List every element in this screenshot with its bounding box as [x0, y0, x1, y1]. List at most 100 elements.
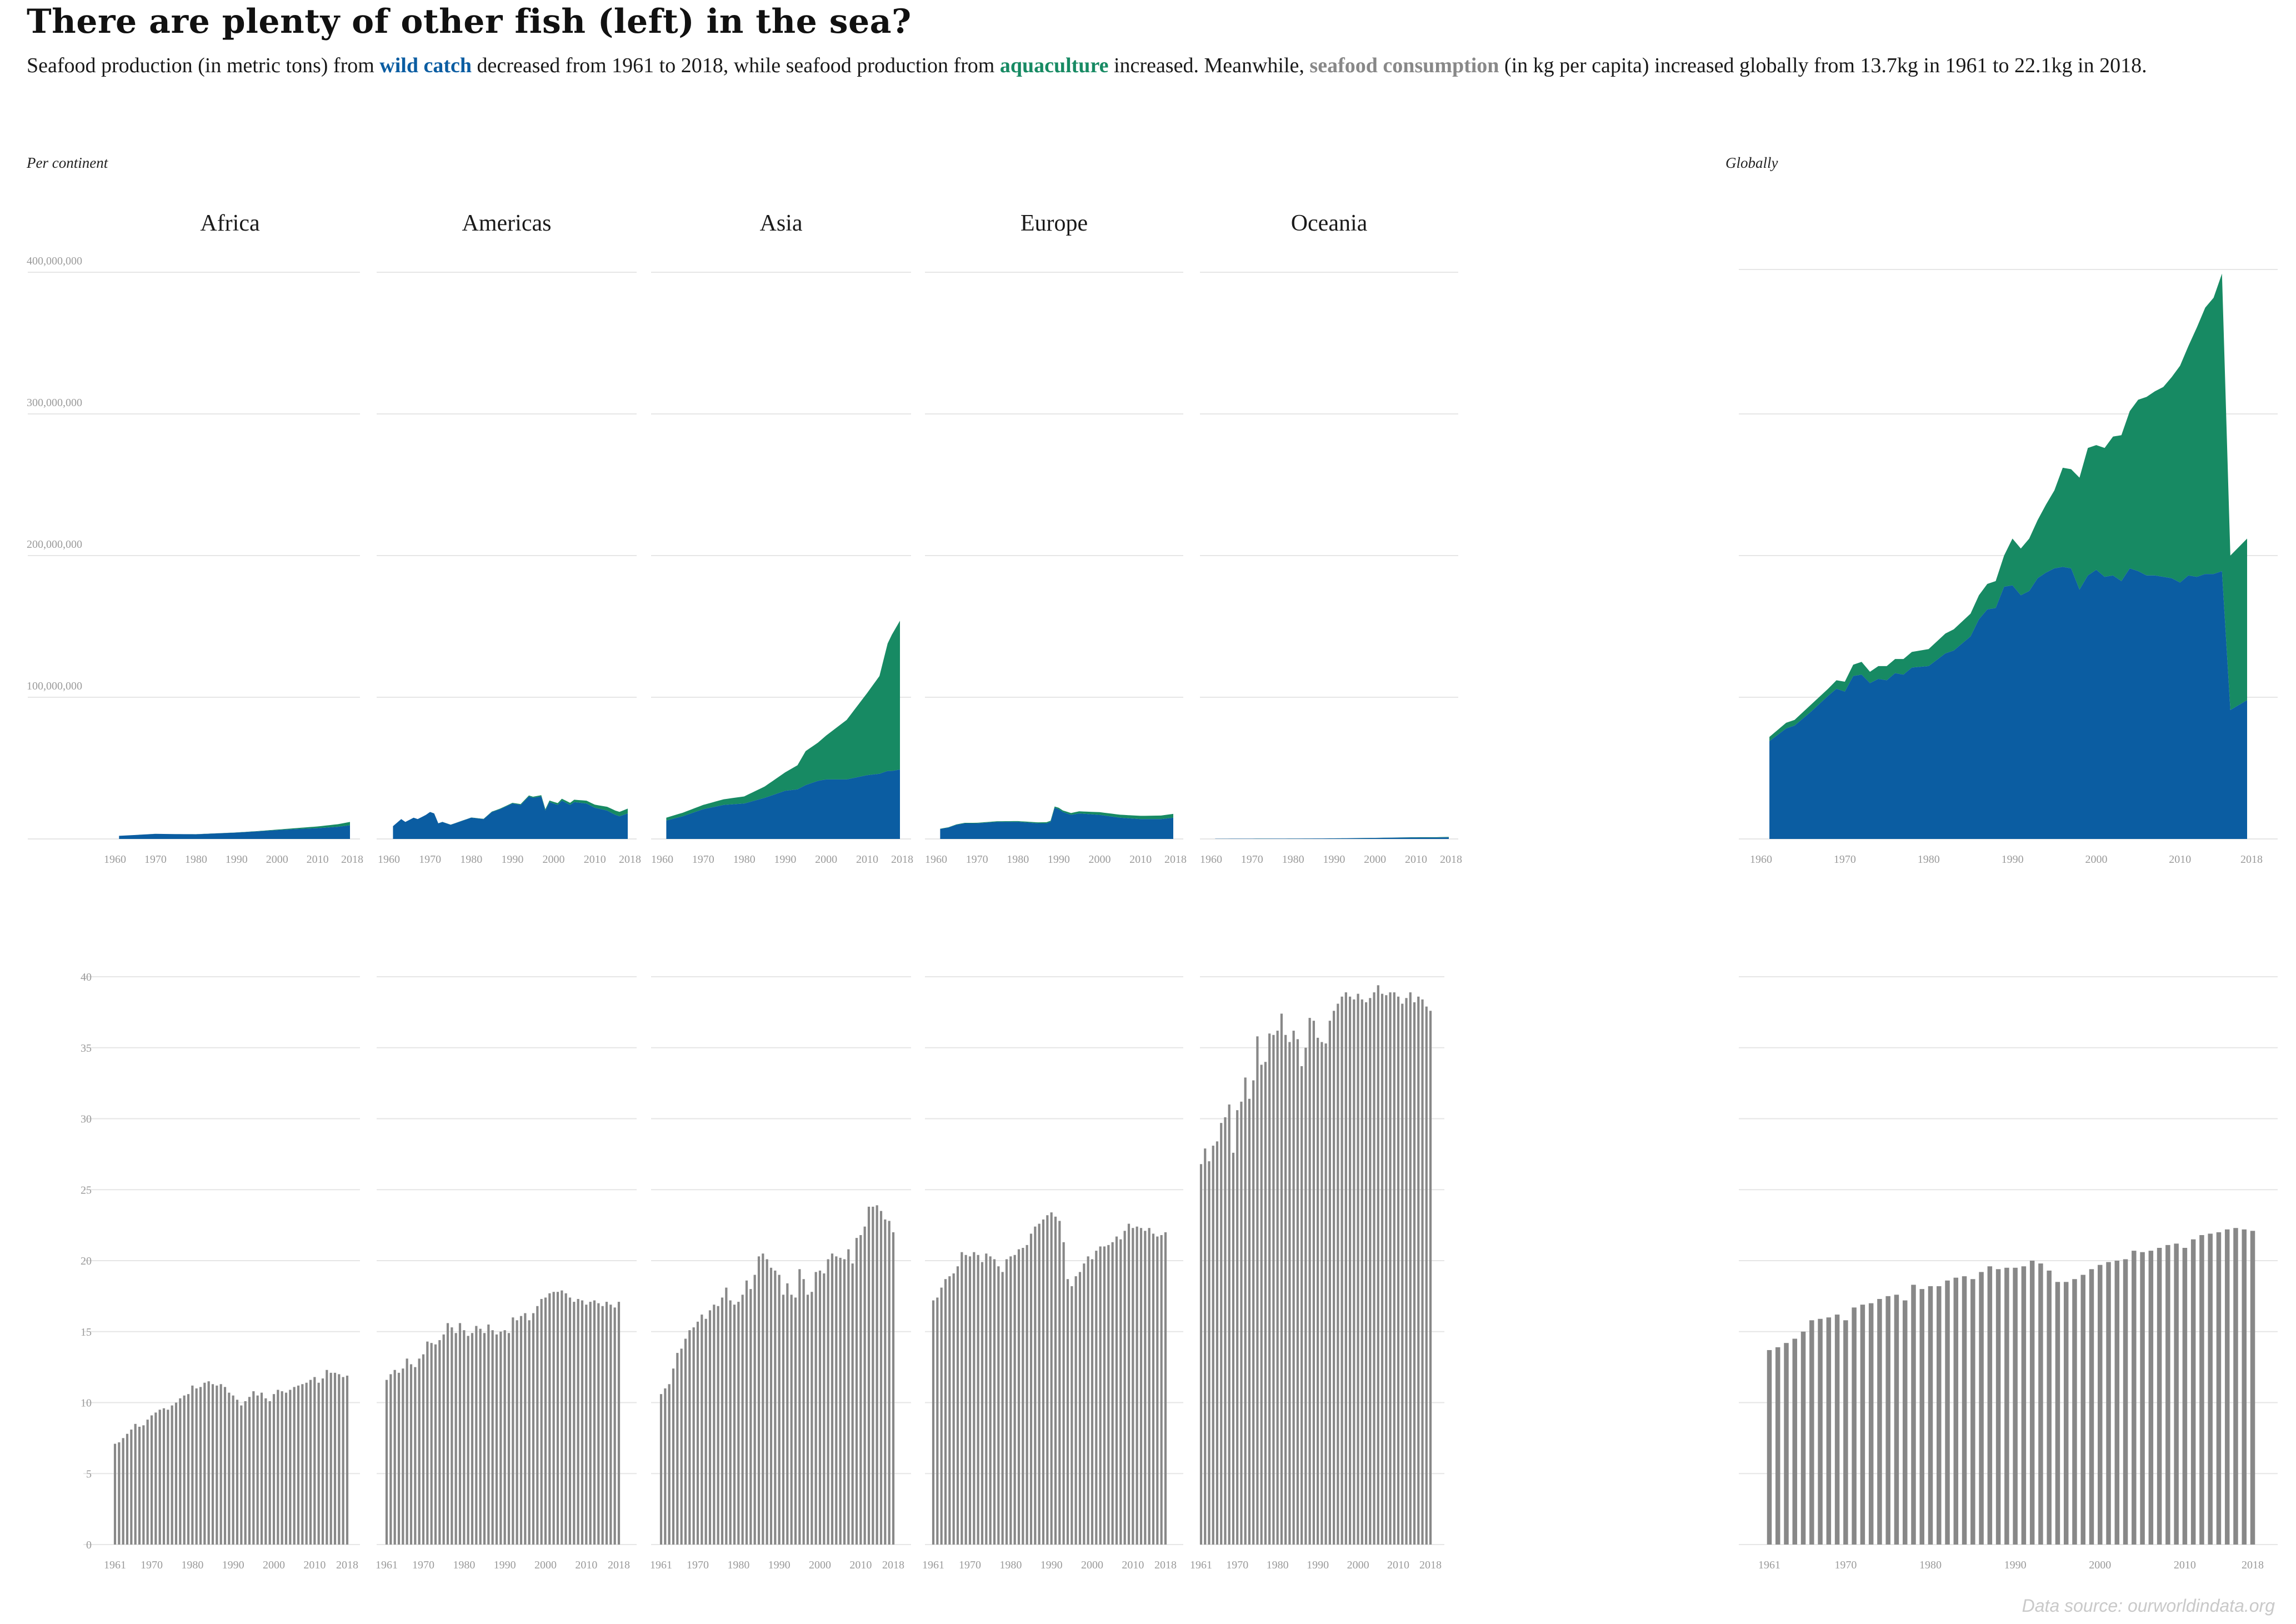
consumption-oceania-bar [1208, 1161, 1210, 1545]
consumption-oceania-bar [1300, 1066, 1303, 1545]
consumption-europe-bar [1058, 1221, 1061, 1545]
consumption-europe-bar [1160, 1235, 1163, 1545]
consumption-europe-bar [1042, 1219, 1045, 1545]
x-tick-label: 2010 [584, 853, 606, 866]
consumption-global-bar [1937, 1286, 1942, 1545]
x-tick-label: 1990 [1048, 853, 1070, 866]
consumption-europe-bar [1071, 1286, 1073, 1545]
consumption-global-bar [2208, 1233, 2213, 1545]
consumption-oceania-bar [1256, 1036, 1259, 1545]
consumption-americas-bar [601, 1306, 604, 1545]
consumption-global-bar [1784, 1343, 1789, 1545]
consumption-americas-bar [519, 1316, 523, 1545]
consumption-global-bar [2098, 1265, 2103, 1545]
consumption-americas-bar [540, 1298, 543, 1545]
consumption-oceania-bar [1421, 999, 1424, 1545]
consumption-africa-bar [333, 1372, 337, 1545]
consumption-europe-bar [1078, 1272, 1082, 1545]
consumption-global-bar [1987, 1266, 1993, 1545]
y-tick-label: 15 [81, 1326, 92, 1338]
consumption-global-bar [2233, 1228, 2238, 1545]
consumption-africa-bar [183, 1395, 186, 1545]
x-tick-label: 1961 [1758, 1559, 1780, 1571]
per-continent-label: Per continent [27, 154, 108, 171]
consumption-oceania-bar [1405, 998, 1408, 1545]
x-tick-label: 2018 [891, 853, 913, 866]
consumption-asia-bar [676, 1353, 679, 1545]
consumption-americas-bar [503, 1330, 506, 1545]
y-tick-label: 200,000,000 [27, 538, 82, 551]
consumption-africa-bar [142, 1425, 145, 1545]
x-tick-label: 1961 [376, 1559, 398, 1571]
consumption-americas-bar [418, 1358, 421, 1545]
consumption-global-bar [2021, 1266, 2027, 1545]
x-tick-label: 1990 [768, 1559, 791, 1571]
consumption-oceania-bar [1240, 1101, 1243, 1545]
consumption-americas-bar [589, 1302, 592, 1545]
consumption-oceania-bar [1284, 1035, 1287, 1545]
consumption-africa-bar [281, 1391, 283, 1545]
x-tick-label: 1980 [727, 1559, 749, 1571]
consumption-global-bar [1818, 1318, 1823, 1545]
consumption-americas-bar [479, 1328, 482, 1545]
consumption-oceania-bar [1397, 996, 1400, 1545]
consumption-americas-bar [430, 1343, 433, 1545]
x-tick-label: 2000 [2085, 853, 2107, 866]
consumption-global-bar [2047, 1270, 2052, 1545]
consumption-oceania-bar [1324, 1043, 1327, 1545]
consumption-europe-bar [1034, 1226, 1037, 1545]
consumption-oceania-bar [1228, 1104, 1230, 1545]
consumption-asia-bar [659, 1394, 663, 1545]
consumption-asia-bar [769, 1267, 773, 1545]
consumption-americas-bar [597, 1303, 600, 1545]
consumption-oceania-bar [1380, 993, 1384, 1545]
consumption-africa-bar [167, 1410, 169, 1545]
consumption-europe-bar [1046, 1215, 1049, 1545]
subtitle-consumption: seafood consumption [1309, 54, 1499, 77]
consumption-europe-bar [981, 1262, 984, 1545]
consumption-global-bar [1800, 1331, 1806, 1545]
consumption-asia-bar [879, 1211, 883, 1545]
consumption-global-bar [2174, 1243, 2179, 1545]
consumption-global-bar [1919, 1289, 1924, 1545]
consumption-africa-bar [236, 1400, 239, 1545]
x-tick-label: 1980 [1918, 853, 1940, 866]
consumption-asia-bar [814, 1272, 817, 1545]
consumption-americas-bar [454, 1333, 457, 1545]
y-tick-label: 5 [86, 1468, 92, 1480]
consumption-africa-bar [122, 1438, 124, 1545]
panel-oceania-aquaculture-area [1215, 837, 1449, 839]
consumption-asia-bar [798, 1269, 801, 1545]
consumption-europe-bar [1038, 1223, 1041, 1545]
consumption-europe-bar [1156, 1236, 1159, 1545]
consumption-oceania-bar [1244, 1077, 1247, 1545]
consumption-asia-bar [790, 1295, 793, 1545]
x-tick-label: 1980 [733, 853, 756, 866]
consumption-europe-bar [940, 1287, 943, 1545]
consumption-americas-bar [446, 1323, 449, 1545]
consumption-africa-bar [264, 1398, 267, 1545]
consumption-global-bar [2132, 1251, 2137, 1545]
x-tick-label: 2000 [1364, 853, 1386, 866]
consumption-global-bar [1902, 1300, 1908, 1545]
consumption-asia-bar [872, 1206, 874, 1545]
x-tick-label: 2010 [1129, 853, 1152, 866]
consumption-americas-bar [507, 1333, 511, 1545]
x-tick-label: 1961 [104, 1559, 126, 1571]
consumption-europe-bar [1139, 1228, 1143, 1545]
consumption-oceania-bar [1288, 1042, 1291, 1545]
consumption-europe-bar [1144, 1231, 1147, 1545]
consumption-europe-bar [1050, 1212, 1053, 1545]
consumption-asia-bar [855, 1238, 858, 1545]
consumption-europe-bar [1123, 1231, 1126, 1545]
consumption-africa-bar [179, 1398, 182, 1545]
consumption-europe-bar [993, 1259, 996, 1545]
consumption-oceania-bar [1344, 992, 1347, 1545]
consumption-americas-bar [495, 1334, 498, 1545]
x-tick-label: 1970 [412, 1559, 434, 1571]
consumption-europe-bar [944, 1279, 947, 1545]
consumption-americas-bar [467, 1336, 469, 1545]
consumption-asia-bar [831, 1253, 834, 1545]
x-tick-label: 1990 [222, 1559, 244, 1571]
